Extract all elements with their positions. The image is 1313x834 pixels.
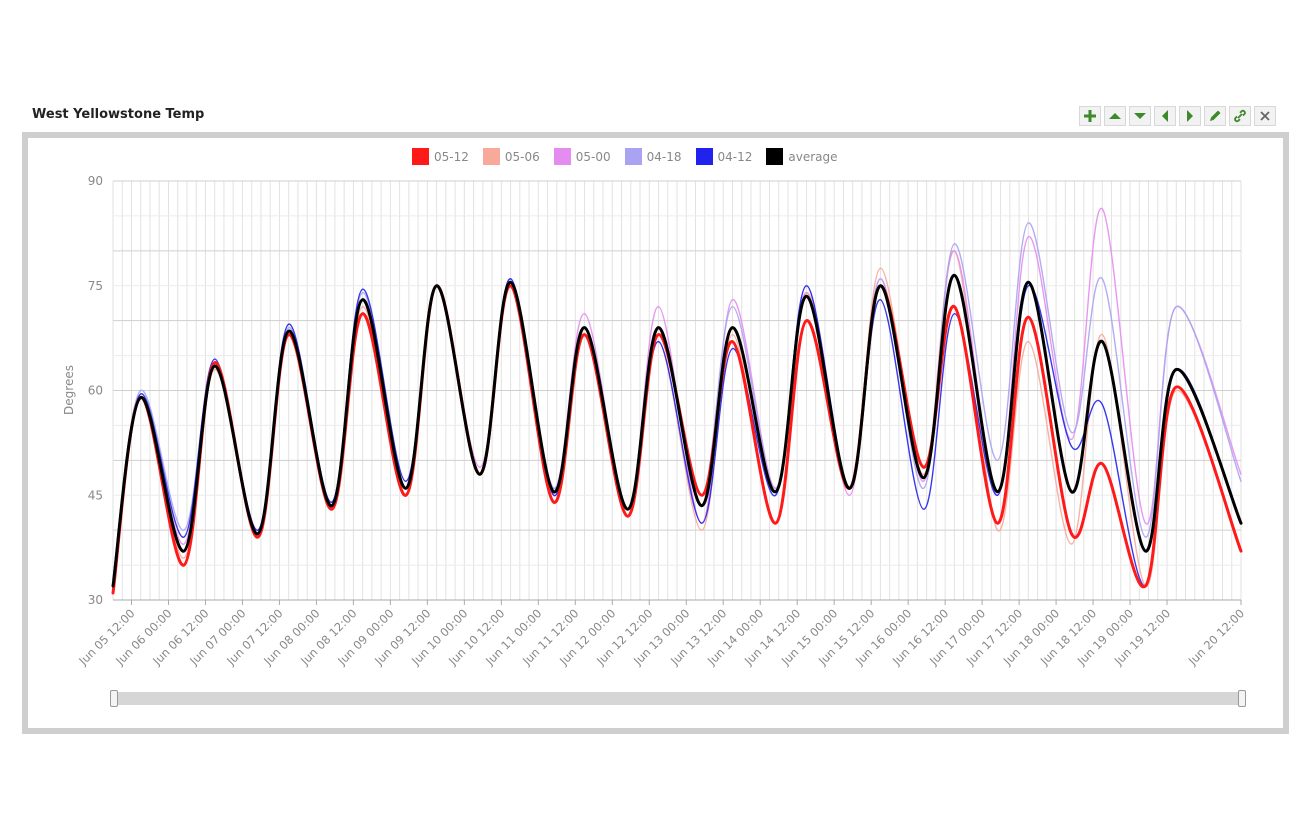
series-line-05-12 <box>111 284 1243 595</box>
y-axis-label: Degrees <box>62 365 76 415</box>
chart-legend: 05-12 05-06 05-00 04-18 04-12 average <box>412 148 838 165</box>
range-slider-right-handle[interactable] <box>1238 690 1246 707</box>
legend-label: 05-12 <box>434 149 469 164</box>
legend-item-04-12[interactable]: 04-12 <box>695 148 753 165</box>
move-right-button[interactable] <box>1179 106 1201 126</box>
y-tick-label: 30 <box>88 593 103 607</box>
y-tick-label: 90 <box>88 174 103 188</box>
move-down-button[interactable] <box>1129 106 1151 126</box>
close-icon <box>1260 111 1270 121</box>
legend-swatch <box>624 148 642 165</box>
range-slider[interactable] <box>110 690 1246 707</box>
y-tick-label: 45 <box>88 488 103 502</box>
close-button[interactable] <box>1254 106 1276 126</box>
legend-item-05-00[interactable]: 05-00 <box>553 148 611 165</box>
legend-swatch <box>482 148 500 165</box>
x-tick-label: Jun 20 12:00 <box>1185 606 1247 668</box>
legend-swatch <box>553 148 571 165</box>
edit-button[interactable] <box>1204 106 1226 126</box>
link-icon <box>1234 109 1246 123</box>
legend-item-average[interactable]: average <box>766 148 838 165</box>
range-slider-left-handle[interactable] <box>110 690 118 707</box>
arrow-left-icon <box>1162 110 1168 122</box>
legend-label: average <box>788 149 838 164</box>
arrow-down-icon <box>1134 113 1146 119</box>
widget-toolbar <box>1079 106 1276 126</box>
legend-swatch <box>412 148 429 165</box>
legend-swatch <box>695 148 713 165</box>
arrow-up-icon <box>1109 113 1121 119</box>
y-tick-label: 60 <box>88 384 103 398</box>
pencil-icon <box>1210 110 1221 121</box>
legend-swatch <box>766 148 784 165</box>
move-left-button[interactable] <box>1154 106 1176 126</box>
legend-label: 04-12 <box>717 149 753 164</box>
y-tick-label: 75 <box>88 279 103 293</box>
legend-label: 04-18 <box>646 149 682 164</box>
legend-item-05-12[interactable]: 05-12 <box>412 148 469 165</box>
move-up-button[interactable] <box>1104 106 1126 126</box>
legend-item-05-06[interactable]: 05-06 <box>482 148 540 165</box>
legend-label: 05-00 <box>575 149 611 164</box>
link-button[interactable] <box>1229 106 1251 126</box>
legend-item-04-18[interactable]: 04-18 <box>624 148 682 165</box>
widget-title: West Yellowstone Temp <box>32 107 205 122</box>
legend-label: 05-06 <box>504 149 540 164</box>
add-button[interactable] <box>1079 106 1101 126</box>
arrow-right-icon <box>1187 110 1193 122</box>
series-line-average <box>111 273 1243 588</box>
add-icon <box>1084 110 1096 122</box>
